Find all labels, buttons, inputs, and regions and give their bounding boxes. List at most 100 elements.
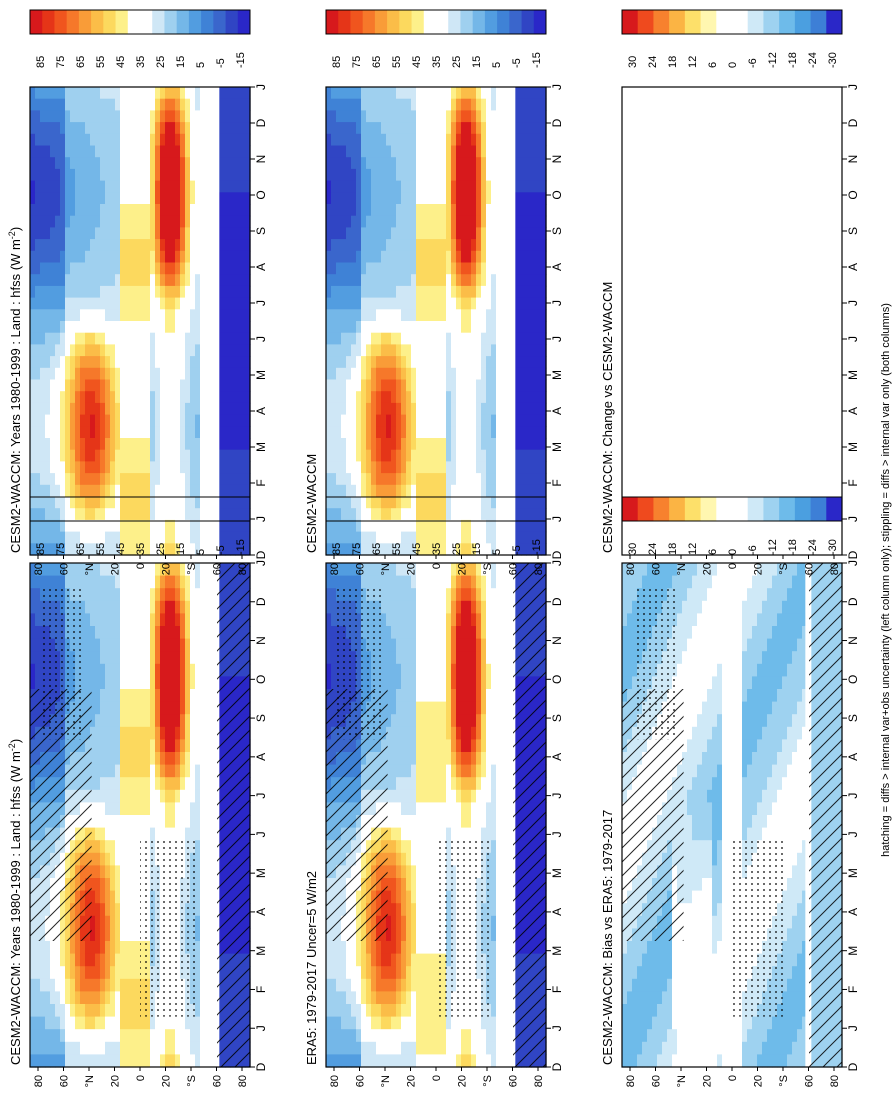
heatmap-cell: [150, 543, 156, 556]
heatmap-cell: [110, 689, 116, 703]
heatmap-cell: [55, 192, 61, 205]
heatmap-cell: [235, 367, 241, 381]
heatmap-cell: [150, 531, 156, 544]
heatmap-cell: [175, 227, 181, 240]
heatmap-cell: [145, 508, 151, 521]
heatmap-cell: [130, 966, 136, 980]
heatmap-cell: [456, 714, 462, 728]
heatmap-cell: [110, 802, 116, 816]
heatmap-cell: [406, 1016, 412, 1030]
heatmap-cell: [210, 508, 216, 521]
heatmap-cell: [120, 878, 126, 892]
heatmap-cell: [85, 1004, 91, 1018]
heatmap-cell: [165, 168, 171, 182]
heatmap-cell: [180, 438, 186, 451]
heatmap-cell: [351, 1016, 357, 1030]
heatmap-cell: [140, 543, 146, 556]
heatmap-cell: [75, 180, 81, 193]
heatmap-cell: [105, 98, 111, 111]
heatmap-cell: [200, 878, 206, 892]
heatmap-cell: [240, 391, 246, 404]
heatmap-cell: [230, 192, 236, 205]
heatmap-cell: [120, 519, 126, 533]
heatmap-cell: [205, 726, 211, 740]
heatmap-cell: [115, 426, 121, 439]
heatmap-cell: [210, 827, 216, 841]
heatmap-cell: [391, 953, 397, 967]
heatmap-cell: [456, 575, 462, 589]
heatmap-cell: [175, 239, 181, 252]
heatmap-cell: [220, 133, 226, 147]
heatmap-cell: [70, 239, 76, 252]
heatmap-cell: [496, 827, 502, 841]
heatmap-cell: [481, 626, 487, 640]
heatmap-cell: [150, 588, 156, 602]
heatmap-cell: [436, 701, 442, 715]
heatmap-cell: [145, 122, 151, 135]
heatmap-cell: [361, 1016, 367, 1030]
heatmap-cell: [451, 1041, 457, 1055]
heatmap-cell: [100, 1029, 106, 1043]
heatmap-cell: [185, 133, 191, 147]
heatmap-cell: [476, 701, 482, 715]
heatmap-cell: [210, 978, 216, 992]
heatmap-cell: [436, 802, 442, 816]
heatmap-cell: [180, 600, 186, 614]
heatmap-cell: [125, 262, 131, 275]
heatmap-cell: [50, 978, 56, 992]
heatmap-cell: [200, 676, 206, 690]
heatmap-cell: [190, 543, 196, 556]
heatmap-cell: [180, 543, 186, 556]
heatmap-cell: [30, 600, 36, 614]
heatmap-cell: [476, 575, 482, 589]
heatmap-cell: [346, 978, 352, 992]
heatmap-cell: [391, 1004, 397, 1018]
heatmap-cell: [496, 752, 502, 766]
heatmap-cell: [351, 1054, 357, 1068]
heatmap-cell: [210, 87, 216, 100]
heatmap-cell: [115, 764, 121, 778]
heatmap-cell: [140, 777, 146, 791]
heatmap-cell: [180, 449, 186, 462]
heatmap-cell: [120, 402, 126, 416]
heatmap-cell: [125, 714, 131, 728]
heatmap-cell: [35, 1029, 41, 1043]
heatmap-cell: [180, 827, 186, 841]
heatmap-cell: [70, 1041, 76, 1055]
heatmap-cell: [140, 496, 146, 509]
heatmap-cell: [426, 563, 432, 577]
heatmap-cell: [60, 543, 66, 556]
heatmap-cell: [491, 789, 497, 803]
heatmap-cell: [396, 588, 402, 602]
heatmap-cell: [95, 98, 101, 111]
heatmap-cell: [125, 726, 131, 740]
heatmap-cell: [115, 890, 121, 904]
heatmap-cell: [95, 356, 101, 369]
heatmap-cell: [85, 626, 91, 640]
heatmap-cell: [391, 789, 397, 803]
heatmap-cell: [145, 98, 151, 111]
heatmap-cell: [170, 168, 176, 182]
heatmap-cell: [431, 752, 437, 766]
heatmap-cell: [406, 1029, 412, 1043]
heatmap-cell: [431, 701, 437, 715]
heatmap-cell: [416, 1054, 422, 1068]
heatmap-cell: [501, 701, 507, 715]
heatmap-cell: [220, 449, 226, 462]
heatmap-cell: [75, 978, 81, 992]
heatmap-cell: [35, 563, 41, 577]
heatmap-cell: [130, 991, 136, 1005]
heatmap-cell: [110, 575, 116, 589]
heatmap-cell: [160, 133, 166, 147]
heatmap-cell: [240, 133, 246, 147]
heatmap-cell: [240, 367, 246, 381]
heatmap-cell: [150, 613, 156, 627]
heatmap-cell: [110, 1029, 116, 1043]
heatmap-cell: [145, 367, 151, 381]
heatmap-cell: [135, 285, 141, 299]
heatmap-cell: [165, 98, 171, 111]
heatmap-cell: [210, 145, 216, 158]
heatmap-cell: [175, 438, 181, 451]
heatmap-cell: [421, 915, 427, 929]
heatmap-cell: [130, 764, 136, 778]
